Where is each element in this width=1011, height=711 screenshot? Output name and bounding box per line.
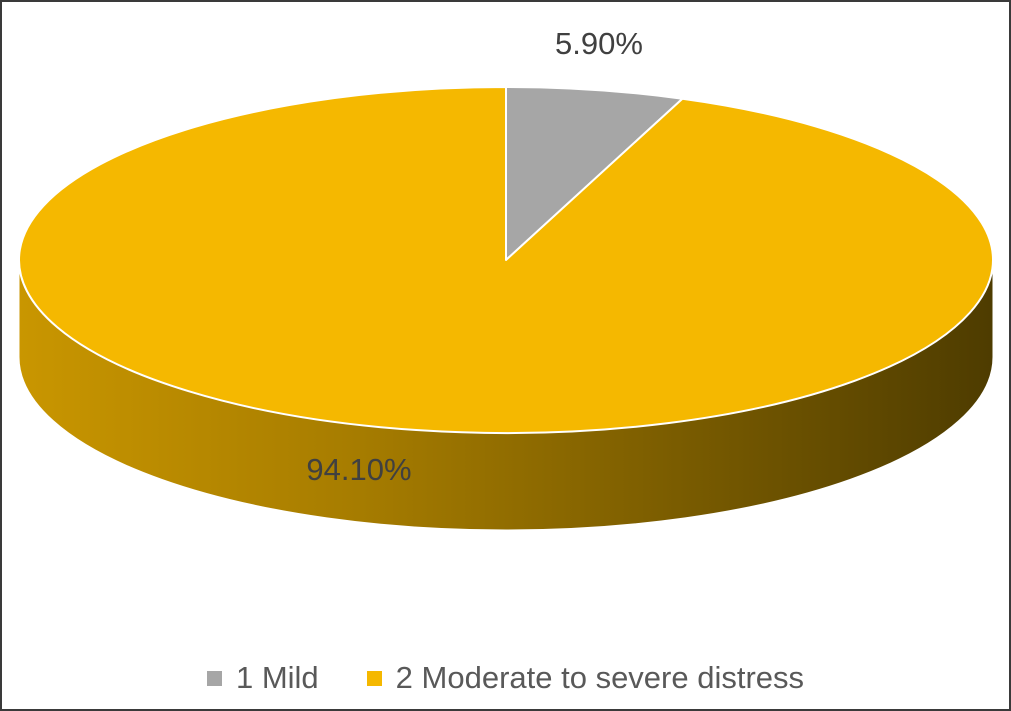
- slice-label-mild: 5.90%: [555, 26, 643, 61]
- pie-slice-mild: [505, 86, 684, 261]
- pie-slice-moderate-to-severe: [18, 86, 994, 434]
- legend-swatch-mild: [206, 670, 222, 686]
- legend-swatch-moderate-to-severe: [366, 670, 382, 686]
- legend: 1 Mild 2 Moderate to severe distress: [2, 652, 1009, 704]
- legend-item-moderate-to-severe: 2 Moderate to severe distress: [366, 660, 805, 696]
- legend-label-mild: 1 Mild: [235, 660, 319, 695]
- slice-label-moderate-to-severe: 94.10%: [306, 452, 411, 487]
- pie-chart: 5.90% 94.10%: [18, 26, 994, 531]
- legend-item-mild: 1 Mild: [206, 660, 319, 696]
- legend-label-moderate-to-severe: 2 Moderate to severe distress: [395, 660, 805, 695]
